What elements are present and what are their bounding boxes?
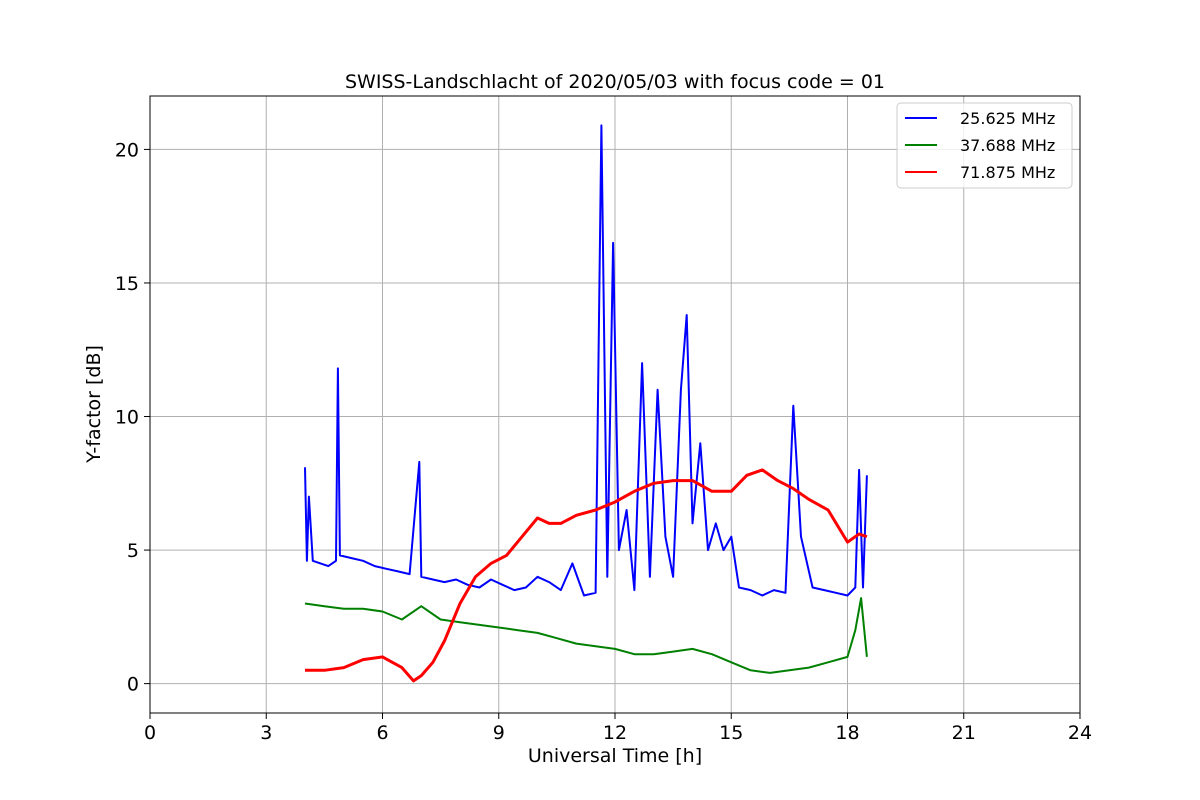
- series-layer: [304, 124, 868, 683]
- legend: 25.625 MHz 37.688 MHz 71.875 MHz: [896, 102, 1073, 189]
- legend-label: 71.875 MHz: [960, 163, 1055, 182]
- x-tick-label: 15: [719, 722, 743, 744]
- x-tick-label: 0: [144, 722, 156, 744]
- x-tick-label: 3: [260, 722, 272, 744]
- y-tick-label: 0: [127, 674, 139, 696]
- y-tick-label: 15: [115, 273, 139, 295]
- y-tick-label: 10: [115, 407, 139, 429]
- tick-layer: 0 3 6 9 12 15 18 21 24 0 5 10 15 20: [115, 139, 1092, 744]
- x-tick-label: 6: [376, 722, 388, 744]
- legend-label: 37.688 MHz: [960, 136, 1055, 155]
- x-tick-label: 12: [603, 722, 627, 744]
- x-tick-label: 9: [493, 722, 505, 744]
- y-tick-label: 5: [127, 540, 139, 562]
- y-axis-label: Y-factor [dB]: [83, 345, 105, 464]
- series-line-37-688-mhz: [304, 597, 868, 674]
- y-tick-label: 20: [115, 139, 139, 161]
- x-axis-label: Universal Time [h]: [528, 745, 702, 767]
- legend-frame: [896, 102, 1073, 189]
- x-tick-label: 24: [1068, 722, 1092, 744]
- legend-label: 25.625 MHz: [960, 109, 1055, 128]
- x-tick-label: 21: [952, 722, 976, 744]
- series-line-25-625-mhz: [304, 124, 868, 597]
- chart-title: SWISS-Landschlacht of 2020/05/03 with fo…: [345, 71, 885, 93]
- series-line-71-875-mhz: [305, 468, 868, 683]
- x-tick-label: 18: [835, 722, 859, 744]
